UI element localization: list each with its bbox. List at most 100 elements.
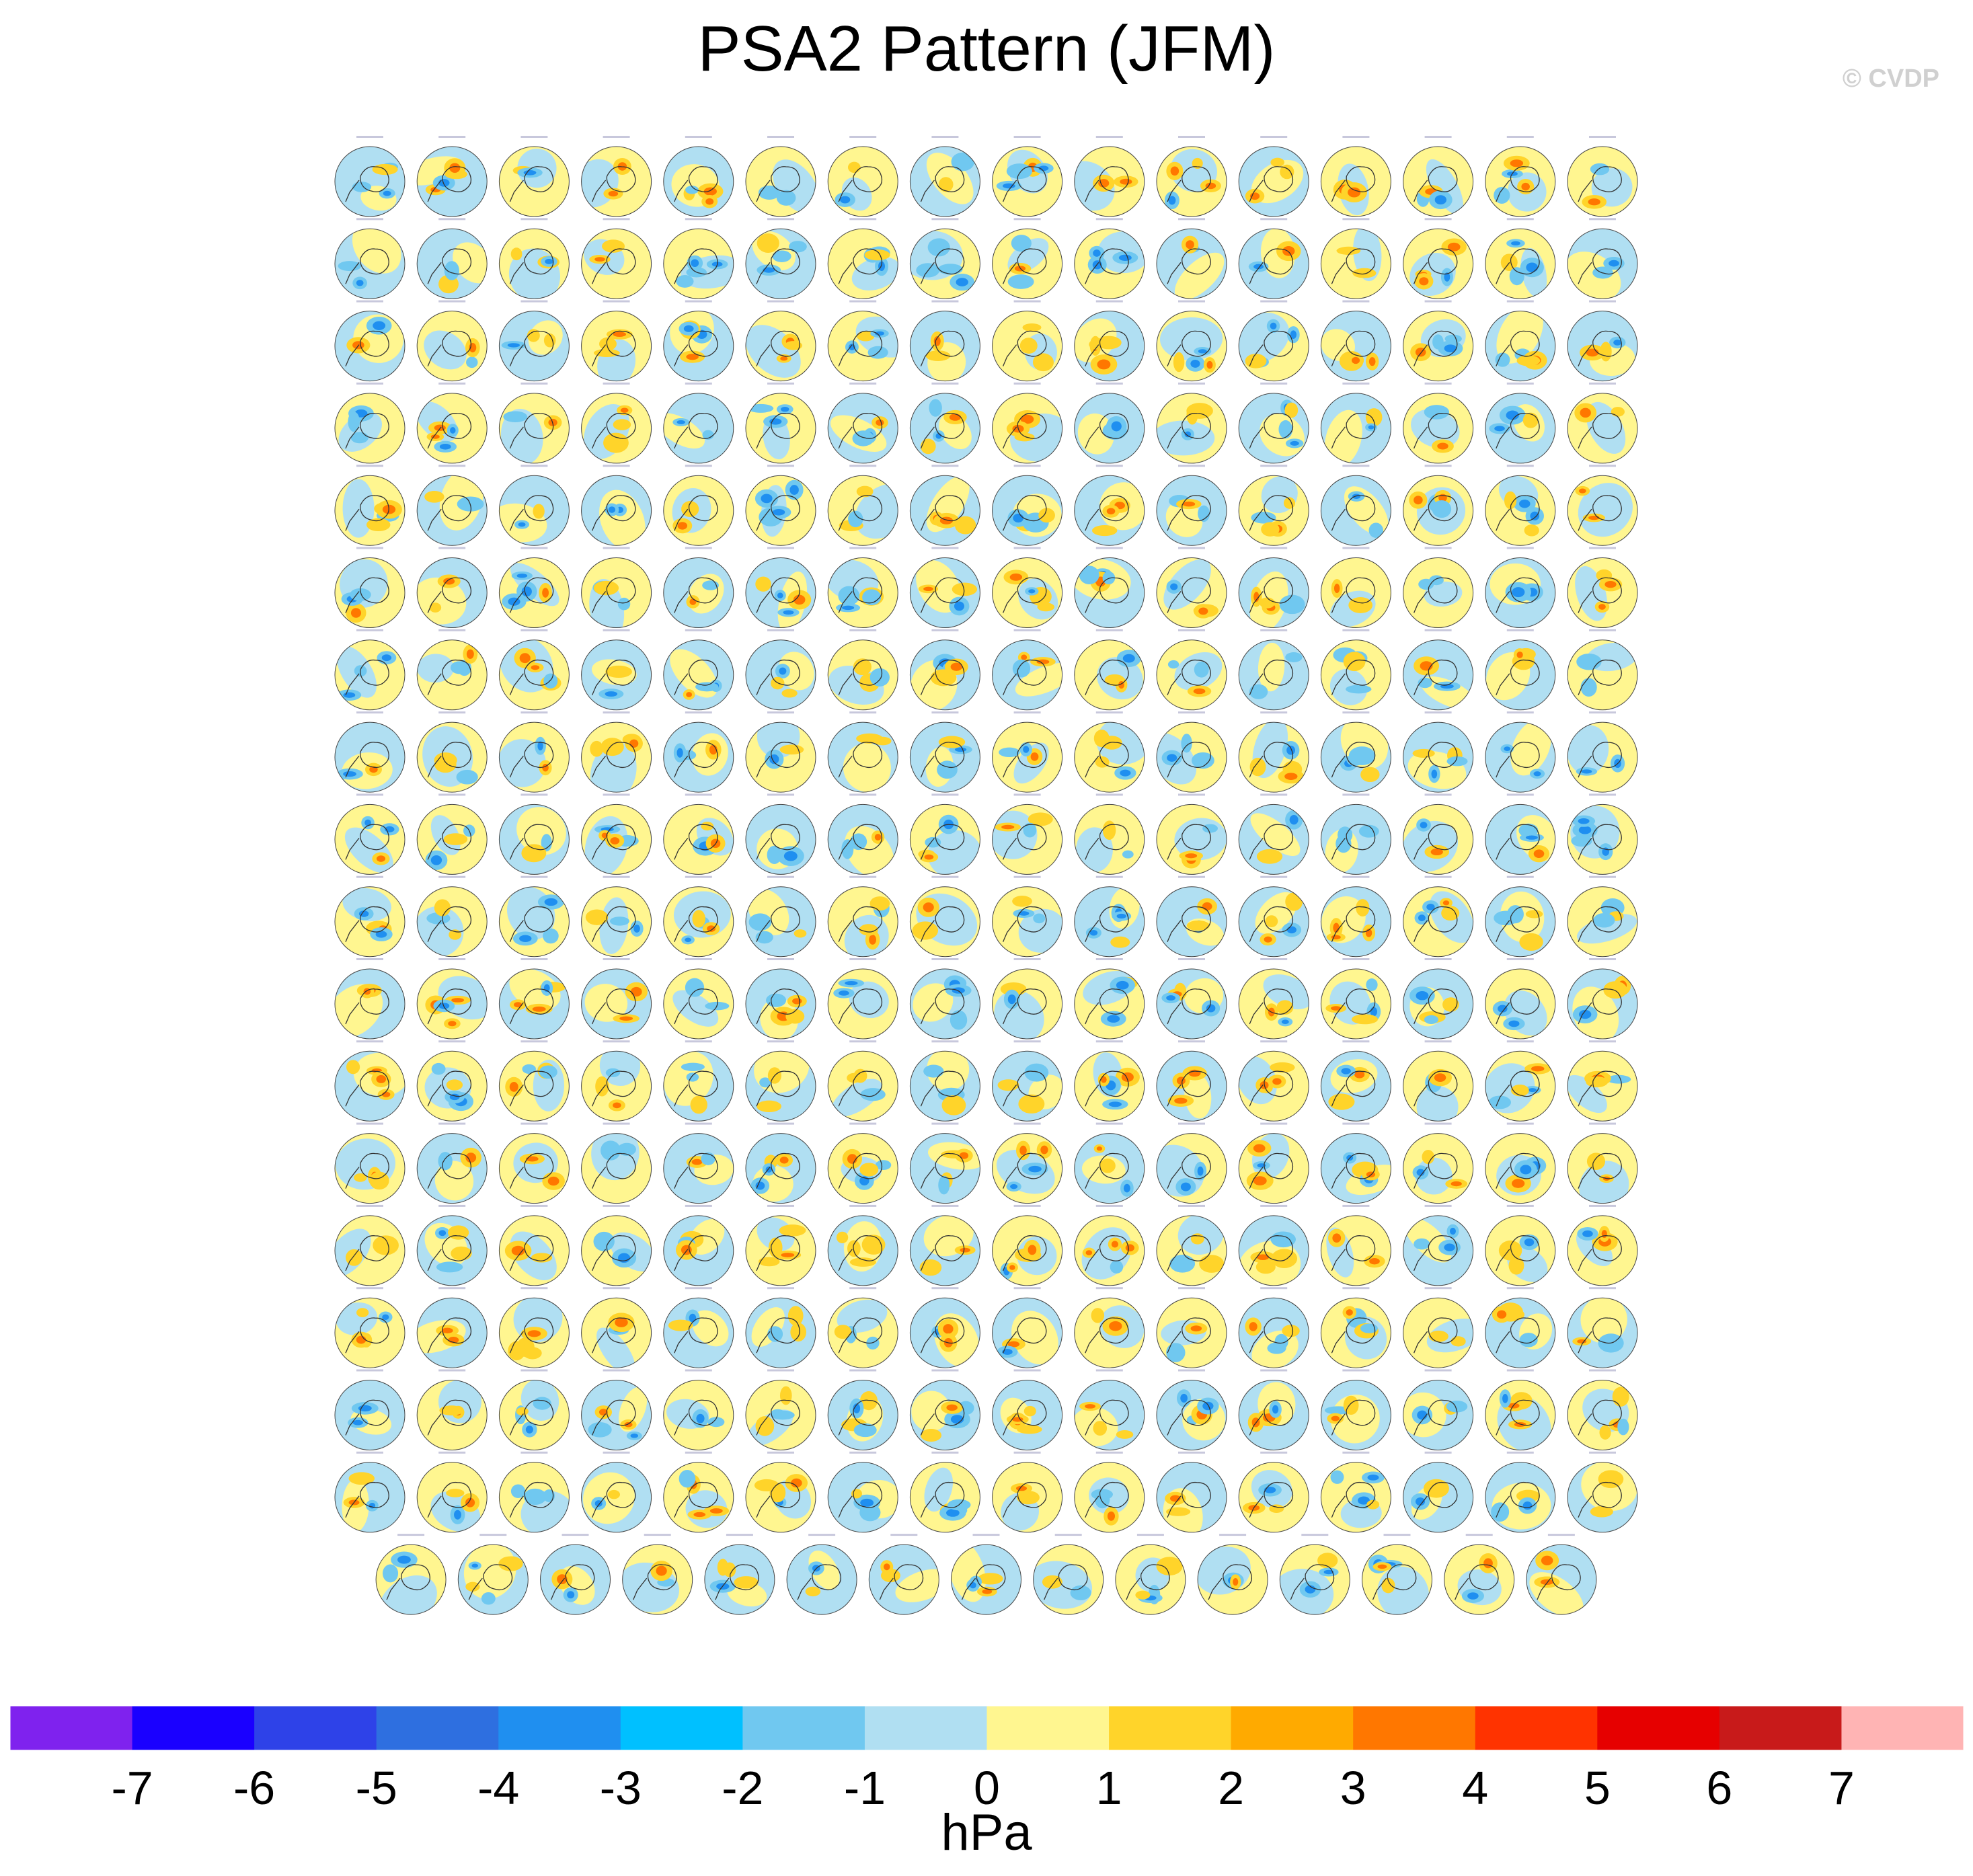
map-rim [1485,557,1556,628]
map-rim [581,886,652,957]
map-rim [745,475,816,546]
map-panel [1485,300,1556,382]
panel-title-mark [1013,1040,1041,1043]
map-rim [992,886,1063,957]
map-rim [1403,1050,1474,1122]
map-panel [992,711,1063,793]
map-panel [992,1204,1063,1286]
map-rim [1156,393,1227,464]
map-rim [334,639,405,711]
map-rim [498,146,570,217]
map-panel [334,1369,405,1450]
map-rim [1238,146,1309,217]
map-panel [416,465,488,546]
colorbar-box [1109,1706,1232,1750]
map-panel [909,1451,980,1533]
panel-title-mark [1424,711,1452,714]
panel-title-mark [603,875,630,878]
panel-title-mark [1095,958,1123,960]
map-rim [1403,1133,1474,1204]
panel-title-mark [1506,875,1534,878]
map-rim [1074,1380,1145,1450]
map-panel [416,793,488,875]
map-rim [1238,475,1309,546]
map-panel [1238,1122,1309,1204]
panel-title-mark [1013,958,1041,960]
panel-title-mark [931,793,959,796]
panel-title-mark [849,875,877,878]
map-panel [909,300,980,382]
map-panel [909,1040,980,1122]
map-rim [827,1380,898,1450]
map-rim [1156,1380,1227,1450]
map-rim [663,1215,734,1286]
panel-title-mark [520,1122,548,1125]
map-panel [1320,1204,1391,1286]
map-rim [663,475,734,546]
map-panel [745,218,816,299]
map-panel [581,1040,652,1122]
map-panel [909,382,980,464]
map-panel [1074,1040,1145,1122]
map-panel [498,1451,570,1533]
map-rim [1403,721,1474,793]
panel-title-mark [603,958,630,960]
map-panel [1320,547,1391,628]
map-panel [992,547,1063,628]
panel-title-mark [603,1451,630,1454]
map-panel [909,629,980,711]
map-panel [909,465,980,546]
panel-title-mark [1095,547,1123,549]
map-rim [498,1297,570,1368]
map-panel [498,1040,570,1122]
panel-title-mark [603,1122,630,1125]
map-rim [1238,721,1309,793]
map-rim [1403,1215,1474,1286]
map-rim [909,393,980,464]
map-rim [1320,393,1391,464]
map-rim [1403,1297,1474,1368]
panel-title-mark [1013,1369,1041,1372]
map-rim [1156,1050,1227,1122]
map-rim [1567,1380,1638,1450]
panel-title-mark [931,136,959,138]
map-rim [1074,1215,1145,1286]
map-rim [1403,475,1474,546]
map-rim [663,557,734,628]
panel-title-mark [1095,629,1123,631]
map-rim [992,968,1063,1040]
map-panel [498,875,570,957]
map-panel [581,382,652,464]
map-panel [1320,382,1391,464]
panel-title-mark [1506,382,1534,385]
map-panel [1320,629,1391,711]
panel-title-mark [603,1040,630,1043]
map-panel [581,300,652,382]
map-rim [1567,557,1638,628]
map-panel [1156,793,1227,875]
map-rim [416,393,488,464]
panel-title-mark [1424,875,1452,878]
map-rim [1403,804,1474,875]
map-rim [1156,968,1227,1040]
map-rim [498,968,570,1040]
panel-title-mark [1095,136,1123,138]
panel-title-mark [1095,1369,1123,1372]
map-panel [909,1122,980,1204]
map-rim [1156,228,1227,299]
map-panel [1156,1451,1227,1533]
panel-title-mark [890,1534,918,1536]
map-panel [334,218,405,299]
map-rim [1074,557,1145,628]
map-rim [334,1380,405,1450]
panel-title-mark [849,1451,877,1454]
map-rim [992,1215,1063,1286]
map-panel [1403,793,1474,875]
map-panel [1320,1451,1391,1533]
map-rim [1485,886,1556,957]
map-rim [1238,968,1309,1040]
map-panel [581,629,652,711]
panel-title-mark [1342,465,1370,467]
panel-title-mark [1342,547,1370,549]
map-rim [909,721,980,793]
